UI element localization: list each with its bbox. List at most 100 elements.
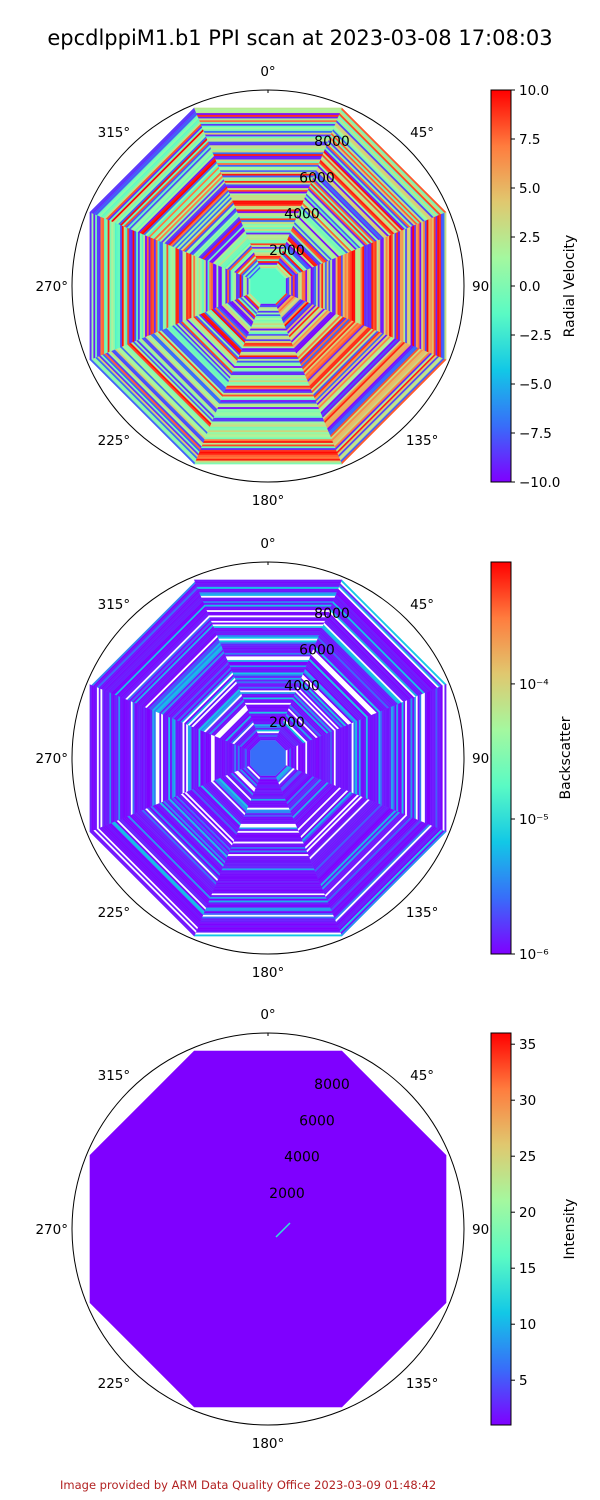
scan-stripe xyxy=(335,256,338,316)
radial-tick-label: 4000 xyxy=(284,1150,320,1166)
scan-stripe xyxy=(221,868,315,871)
scan-stripe xyxy=(228,269,231,303)
scan-stripe xyxy=(231,198,305,201)
scan-stripe xyxy=(146,707,149,809)
scan-stripe xyxy=(199,449,337,453)
scan-stripe xyxy=(249,328,287,331)
scan-stripe xyxy=(201,258,204,314)
scan-stripe xyxy=(228,378,308,381)
scan-stripe xyxy=(257,309,279,312)
scan-stripe xyxy=(321,734,324,782)
colorbar-tick-label: −7.5 xyxy=(519,426,552,442)
scan-stripe xyxy=(394,232,397,340)
scan-stripe xyxy=(258,734,278,737)
scan-stripe xyxy=(128,228,131,344)
scan-stripe xyxy=(233,674,303,677)
scan-stripe xyxy=(251,795,285,798)
scan-stripe xyxy=(230,668,306,671)
scan-stripe xyxy=(421,693,424,823)
scan-stripe xyxy=(247,709,289,712)
scan-stripe xyxy=(224,861,312,864)
scan-stripe xyxy=(412,697,415,819)
scan-stripe xyxy=(335,728,338,788)
scan-stripe xyxy=(242,816,294,819)
scan-stripe xyxy=(173,718,176,798)
scan-stripe xyxy=(208,426,328,429)
scan-stripe xyxy=(358,247,361,325)
scan-stripe xyxy=(192,254,196,318)
scan-stripe xyxy=(153,710,156,806)
scan-stripe xyxy=(217,405,319,408)
scan-stripe xyxy=(198,451,338,454)
scan-stripe xyxy=(340,358,447,465)
scan-stripe xyxy=(323,734,326,782)
scan-stripe xyxy=(134,702,137,814)
scan-stripe xyxy=(256,782,280,785)
scan-stripe xyxy=(203,602,333,605)
colorbar-tick-label: 10⁻⁶ xyxy=(519,947,549,963)
scan-stripe xyxy=(244,813,292,816)
scan-stripe xyxy=(374,712,377,804)
angular-tick-label: 90° xyxy=(472,279,496,295)
scan-stripe xyxy=(226,383,310,387)
scan-stripe xyxy=(219,872,317,875)
scan-stripe xyxy=(373,713,376,803)
angular-tick-label: 0° xyxy=(260,1007,275,1023)
scan-stripe xyxy=(208,733,212,783)
scan-stripe xyxy=(171,245,174,327)
scan-stripe xyxy=(213,155,323,158)
scan-stripe xyxy=(403,228,406,344)
scan-stripe xyxy=(227,380,309,383)
scan-stripe xyxy=(408,698,411,818)
radial-tick-label: 8000 xyxy=(314,606,350,622)
scan-stripe xyxy=(204,606,332,609)
scan-stripe xyxy=(213,414,323,417)
scan-stripe xyxy=(301,270,304,302)
scan-stripe xyxy=(314,737,317,779)
scan-stripe xyxy=(369,242,372,330)
scan-stripe xyxy=(205,433,331,436)
scan-stripe xyxy=(247,235,289,238)
scan-stripe xyxy=(194,727,197,789)
scan-stripe xyxy=(196,112,340,115)
scan-stripe xyxy=(193,462,343,465)
scan-stripe xyxy=(415,223,418,349)
scan-stripe xyxy=(333,257,336,315)
scan-stripe xyxy=(344,725,347,791)
scan-stripe xyxy=(237,357,299,360)
scan-stripe xyxy=(237,273,240,299)
scan-stripe xyxy=(206,609,330,612)
scan-stripe xyxy=(224,389,312,392)
scan-stripe xyxy=(209,896,327,900)
colorbar-tick-label: 5 xyxy=(519,1373,528,1389)
scan-stripe xyxy=(233,367,303,370)
scan-stripe xyxy=(227,852,309,855)
scan-stripe xyxy=(294,745,297,771)
scan-stripe xyxy=(236,830,300,834)
scan-stripe xyxy=(184,723,187,793)
scan-stripe xyxy=(248,330,288,333)
scan-stripe xyxy=(206,432,330,435)
scan-stripe xyxy=(142,234,146,338)
colorbar xyxy=(490,89,512,483)
scan-stripe xyxy=(197,588,339,591)
scan-stripe xyxy=(185,251,188,321)
scan-stripe xyxy=(204,604,332,607)
scan-stripe xyxy=(142,706,146,810)
colorbar-tick-label: −2.5 xyxy=(519,328,552,344)
scan-stripe xyxy=(201,444,335,447)
scan-stripe xyxy=(233,366,303,369)
scan-stripe xyxy=(424,219,427,353)
scan-stripe xyxy=(243,698,293,702)
scan-stripe xyxy=(195,583,341,586)
colorbar-tick-label: 30 xyxy=(519,1093,536,1109)
scan-stripe xyxy=(232,841,304,844)
scan-stripe xyxy=(244,700,292,703)
scan-stripe xyxy=(323,262,326,310)
scan-stripe xyxy=(285,277,288,295)
scan-stripe xyxy=(210,262,213,310)
scan-stripe xyxy=(219,265,222,307)
scan-stripe xyxy=(222,392,314,395)
scan-stripe xyxy=(258,307,278,310)
angular-tick-label: 45° xyxy=(410,125,434,141)
